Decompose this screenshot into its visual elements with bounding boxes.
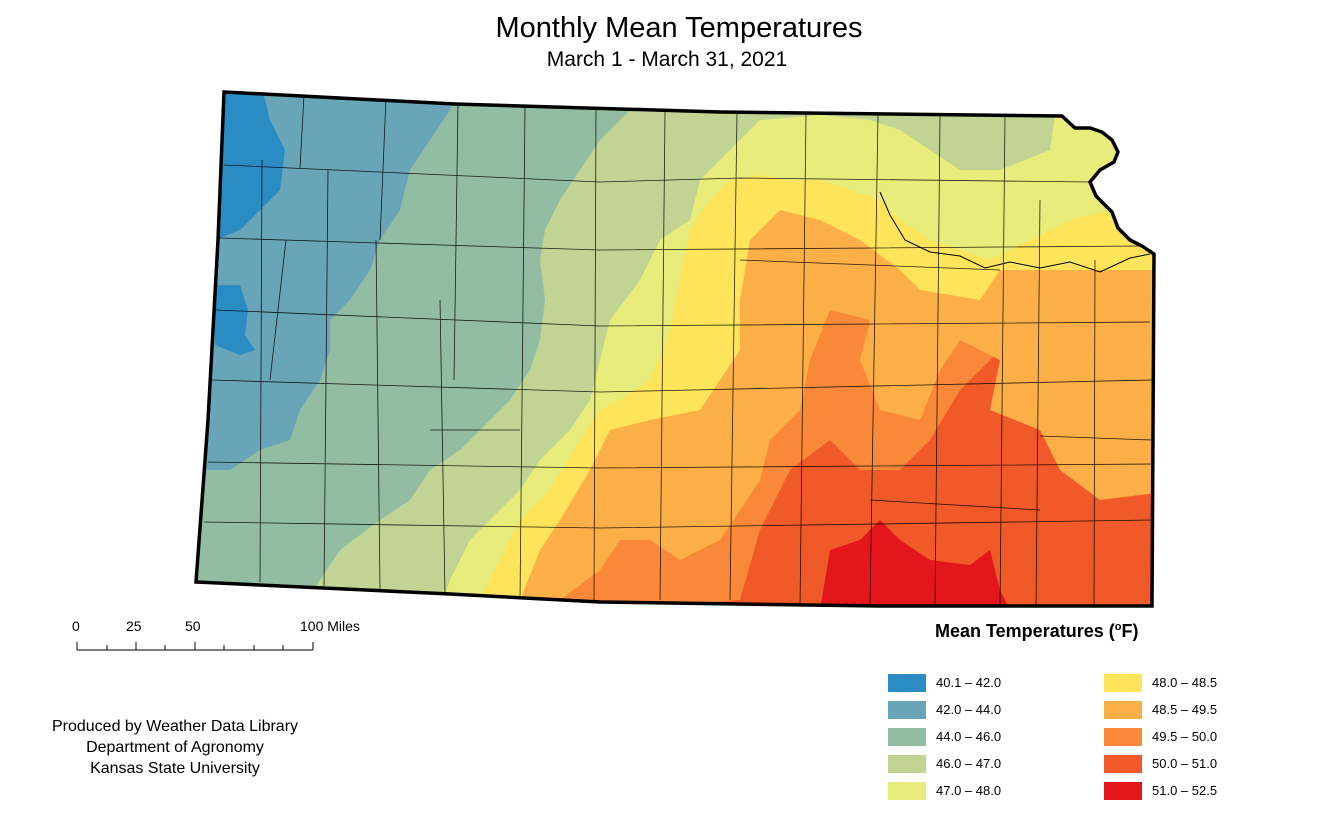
legend-swatch (888, 755, 926, 773)
legend-swatch (888, 701, 926, 719)
scale-tick-50: 50 (185, 618, 201, 634)
legend-label: 49.5 – 50.0 (1152, 729, 1218, 744)
legend-swatch (888, 728, 926, 746)
legend-label: 40.1 – 42.0 (936, 675, 1002, 690)
temperature-zones (196, 92, 1154, 606)
legend-swatch (888, 674, 926, 692)
legend-label: 44.0 – 46.0 (936, 729, 1002, 744)
legend-swatch (888, 782, 926, 800)
scale-bar: 0 25 50 100 Miles (60, 614, 380, 664)
legend-title-prefix: Mean Temperatures ( (935, 621, 1115, 641)
kansas-outline (194, 90, 1156, 608)
zone-51-52-5 (820, 520, 1010, 606)
legend-label: 46.0 – 47.0 (936, 756, 1002, 771)
river-line (879, 191, 1151, 273)
legend-label: 42.0 – 44.0 (936, 702, 1002, 717)
credit-line-1: Produced by Weather Data Library (51, 718, 299, 735)
legend-swatch (1104, 674, 1142, 692)
legend-swatch (1104, 701, 1142, 719)
map-title: Monthly Mean Temperatures (495, 12, 863, 44)
legend-title-suffix: F) (1121, 621, 1139, 641)
legend-swatch (1104, 728, 1142, 746)
legend-swatch (1104, 755, 1142, 773)
zone-40-42-patch (215, 285, 255, 355)
legend-label: 48.5 – 49.5 (1152, 702, 1218, 717)
legend-swatch (1104, 782, 1142, 800)
scale-tick-25: 25 (126, 618, 142, 634)
credit-line-3: Kansas State University (90, 760, 260, 777)
legend-title: Mean Temperatures (oF) (935, 621, 1138, 642)
legend-label: 47.0 – 48.0 (936, 783, 1002, 798)
map-subtitle: March 1 - March 31, 2021 (546, 48, 788, 71)
legend-label: 51.0 – 52.5 (1152, 783, 1218, 798)
credit-block: Produced by Weather Data Library Departm… (20, 716, 330, 779)
scale-tick-100: 100 Miles (300, 618, 360, 634)
legend-label: 50.0 – 51.0 (1152, 756, 1218, 771)
credit-line-2: Department of Agronomy (86, 739, 264, 756)
county-lines (203, 94, 1153, 606)
legend-title-degree: o (1114, 621, 1122, 633)
legend-label: 48.0 – 48.5 (1152, 675, 1218, 690)
scale-tick-0: 0 (72, 618, 80, 634)
